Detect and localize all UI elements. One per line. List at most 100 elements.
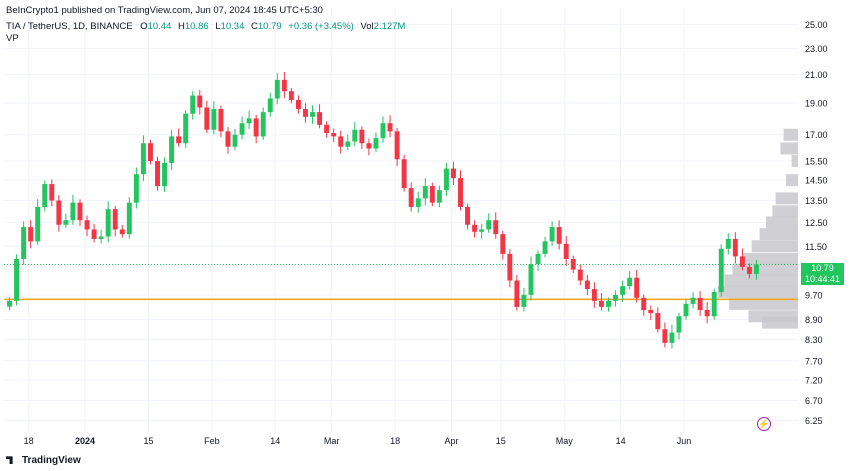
high-value: 10.86 <box>184 21 209 32</box>
symbol-label[interactable]: TIA / TetherUS, 1D, BINANCE <box>6 21 133 32</box>
tradingview-text: TradingView <box>22 455 81 466</box>
candle-body <box>443 168 449 191</box>
candle-body <box>70 202 76 221</box>
open-label: O <box>140 21 148 32</box>
candle-body <box>21 227 27 259</box>
candle-body <box>190 95 196 114</box>
candle-body <box>436 190 442 203</box>
y-tick-label: 19.00 <box>805 98 828 108</box>
candle-body <box>7 300 12 307</box>
indicator-vp-label[interactable]: VP <box>6 33 19 44</box>
candle-body <box>641 297 647 310</box>
publisher-text: BeInCrypto1 published on TradingView.com… <box>6 5 323 16</box>
candle-body <box>63 220 69 225</box>
candle-body <box>486 220 492 230</box>
candle-body <box>126 202 132 235</box>
y-tick-label: 13.50 <box>805 196 828 206</box>
candle-body <box>697 297 703 310</box>
candle-body <box>204 107 210 130</box>
volume-profile-bar <box>718 285 798 298</box>
candle-body <box>458 178 463 207</box>
candle-body <box>288 91 294 100</box>
countdown-badge: 10:44:41 <box>801 274 844 285</box>
candles <box>7 72 759 349</box>
candle-body <box>535 253 541 265</box>
candle-body <box>704 309 710 317</box>
candle-body <box>620 286 626 295</box>
candle-body <box>451 168 456 179</box>
candle-body <box>225 131 231 147</box>
x-tick-label: Apr <box>444 436 458 446</box>
candle-body <box>634 277 640 298</box>
candle-body <box>310 112 315 117</box>
tradingview-icon <box>6 456 13 465</box>
candle-body <box>387 123 393 132</box>
candle-body <box>472 224 478 232</box>
volume-profile-bar <box>742 252 798 265</box>
candle-body <box>197 95 203 108</box>
candle-body <box>549 227 555 242</box>
candle-body <box>739 256 745 267</box>
candle-body <box>232 134 238 147</box>
candle-body <box>105 209 111 237</box>
volume-profile-bar <box>791 155 798 168</box>
candle-body <box>77 202 83 221</box>
volume-profile-bar <box>751 240 798 253</box>
candle-body <box>598 300 604 307</box>
candle-body <box>528 264 534 295</box>
candle-body <box>35 206 41 242</box>
volume-profile-bar <box>780 142 798 155</box>
volume-profile-bar <box>786 174 798 187</box>
candle-body <box>211 109 217 130</box>
volume-profile-bar <box>775 192 798 205</box>
y-tick-label: 21.00 <box>805 70 828 80</box>
close-label: C <box>251 21 258 32</box>
candle-body <box>754 264 759 274</box>
candle-body <box>352 129 358 142</box>
candle-body <box>394 131 400 160</box>
candle-body <box>183 113 189 144</box>
candle-body <box>577 269 583 281</box>
ohlc-legend: TIA / TetherUS, 1D, BINANCE O10.44 H10.8… <box>6 21 405 32</box>
candle-body <box>119 229 125 235</box>
candle-body <box>274 79 280 99</box>
candle-body <box>500 234 506 254</box>
candle-body <box>415 198 421 207</box>
candle-body <box>606 300 611 307</box>
lightning-icon[interactable]: ⚡ <box>757 417 771 431</box>
candle-body <box>155 161 160 187</box>
y-tick-label: 8.90 <box>805 315 823 325</box>
y-tick-label: 9.70 <box>805 290 823 300</box>
candle-body <box>662 329 668 343</box>
volume-profile-bar <box>729 297 798 310</box>
candle-body <box>408 188 414 207</box>
candle-body <box>218 109 224 132</box>
y-tick-label: 7.70 <box>805 356 823 366</box>
candle-body <box>260 112 266 137</box>
candle-body <box>112 209 118 230</box>
x-tick-label: 14 <box>270 436 280 446</box>
candle-body <box>246 118 252 124</box>
candle-body <box>281 79 287 92</box>
candle-body <box>493 220 499 235</box>
volume-profile <box>718 128 798 329</box>
candle-body <box>303 109 308 117</box>
candle-body <box>295 99 301 110</box>
y-tick-label: 23.00 <box>805 44 828 54</box>
volume-value: 2.127M <box>373 21 406 32</box>
volume-profile-bar <box>762 316 798 329</box>
candle-body <box>648 309 654 314</box>
volume-label: Vol <box>360 21 374 32</box>
y-tick-label: 7.20 <box>805 375 823 385</box>
candle-body <box>345 141 351 147</box>
candle-body <box>401 159 407 189</box>
change-value: +0.36 (+3.45%) <box>288 21 354 32</box>
tradingview-logo[interactable]: TradingView <box>6 455 81 466</box>
x-tick-label: May <box>556 436 574 446</box>
candle-body <box>746 266 752 274</box>
candle-body <box>373 138 379 149</box>
volume-profile-bar <box>724 274 798 287</box>
y-tick-label: 12.50 <box>805 218 828 228</box>
candle-body <box>98 236 104 239</box>
